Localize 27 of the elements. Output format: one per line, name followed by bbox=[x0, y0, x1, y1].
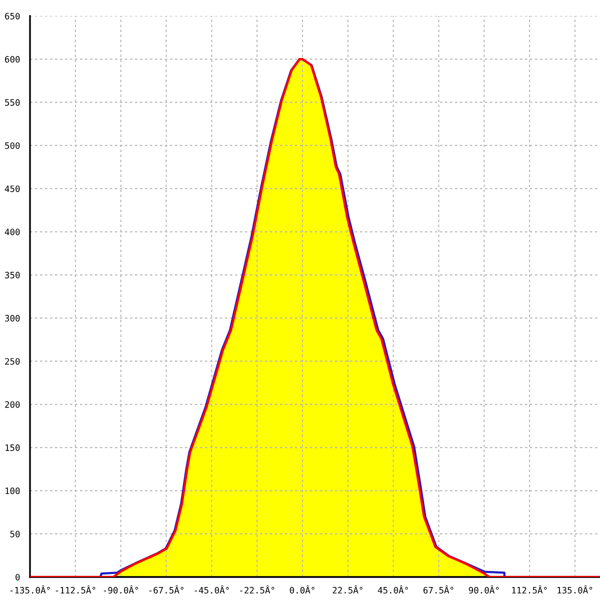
y-tick-label: 400 bbox=[4, 228, 20, 236]
y-tick-label: 450 bbox=[4, 185, 20, 192]
x-tick-label: 0.0Â° bbox=[290, 585, 314, 594]
x-tick-label: 22.5Â° bbox=[332, 585, 362, 594]
y-tick-label: 250 bbox=[5, 358, 20, 365]
x-tick-label: 112.5Â° bbox=[512, 585, 547, 594]
y-tick-label: 200 bbox=[5, 401, 20, 408]
x-tick-label: -45.0Â° bbox=[194, 585, 229, 594]
y-tick-label: 550 bbox=[5, 99, 20, 106]
x-tick-label: -90.0Â° bbox=[104, 585, 138, 594]
y-tick-label: 600 bbox=[5, 56, 20, 63]
y-tick-label: 650 bbox=[5, 12, 20, 20]
x-tick-label: 135.0Â° bbox=[558, 585, 592, 594]
y-tick-label: 150 bbox=[6, 444, 20, 452]
y-tick-label: 500 bbox=[5, 142, 20, 149]
x-tick-label: 90.0Â° bbox=[468, 585, 499, 594]
y-tick-label: 100 bbox=[6, 488, 20, 494]
x-tick-label: -112.5Â° bbox=[56, 585, 96, 594]
y-tick-label: 50 bbox=[10, 530, 20, 538]
y-tick-label: 300 bbox=[5, 314, 20, 322]
x-tick-label: -135.0Â° bbox=[10, 585, 50, 594]
x-tick-label: -67.5Â° bbox=[149, 585, 184, 594]
y-tick-label: 350 bbox=[5, 272, 20, 278]
x-tick-label: -22.5Â° bbox=[240, 585, 274, 594]
x-tick-label: 45.0Â° bbox=[378, 585, 408, 594]
y-tick-label: 0 bbox=[16, 574, 20, 580]
x-tick-label: 67.5Â° bbox=[423, 585, 454, 594]
